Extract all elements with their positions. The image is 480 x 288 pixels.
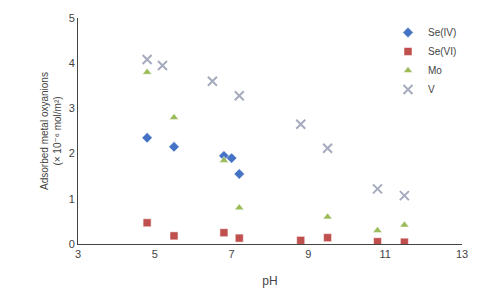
svg-text:Adsorbed metal oxyanions(× 10⁻: Adsorbed metal oxyanions(× 10⁻⁶ mol/m²) [39,72,63,190]
svg-text:Mo: Mo [428,65,442,76]
svg-text:3: 3 [69,102,75,114]
svg-text:1: 1 [69,193,75,205]
svg-text:13: 13 [456,248,468,260]
svg-text:4: 4 [69,57,75,69]
svg-text:7: 7 [229,248,235,260]
svg-text:5: 5 [69,12,75,24]
svg-text:Se(IV): Se(IV) [428,27,456,38]
svg-text:0: 0 [69,238,75,250]
svg-text:11: 11 [379,248,390,260]
svg-text:pH: pH [262,274,277,288]
svg-text:3: 3 [75,248,81,260]
svg-text:V: V [428,84,435,95]
svg-text:5: 5 [152,248,158,260]
svg-text:2: 2 [69,147,75,159]
svg-text:9: 9 [305,248,311,260]
svg-text:Se(VI): Se(VI) [428,46,456,57]
